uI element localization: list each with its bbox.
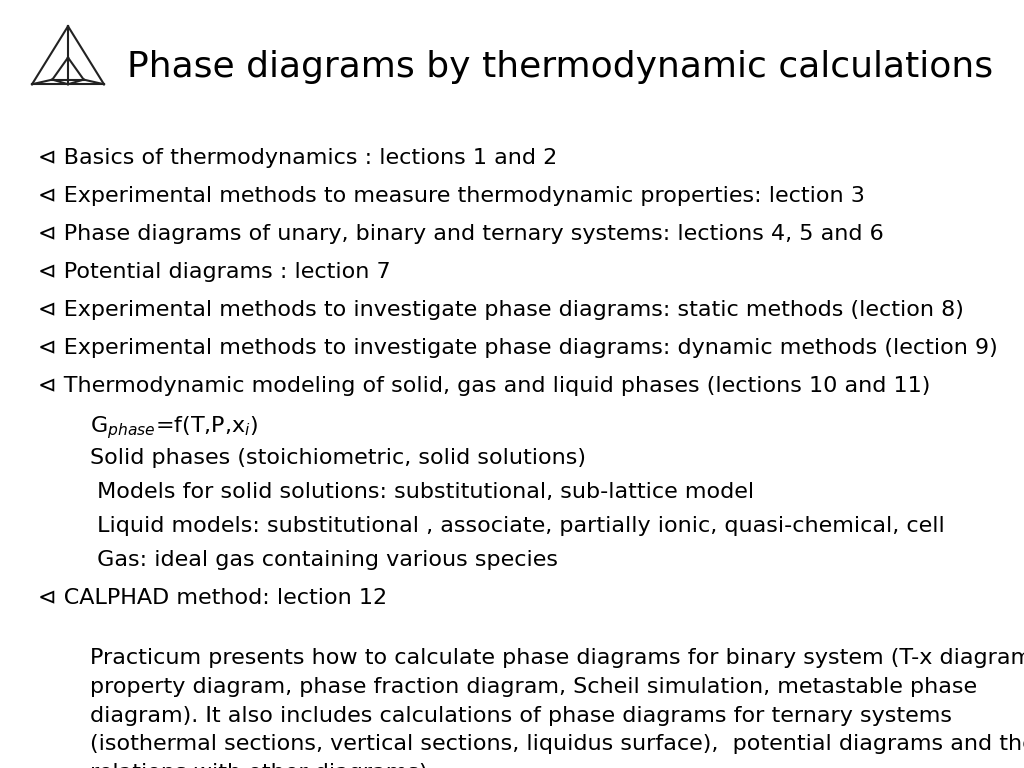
- Text: Models for solid solutions: substitutional, sub-lattice model: Models for solid solutions: substitution…: [90, 482, 754, 502]
- Text: ⊲ Basics of thermodynamics : lections 1 and 2: ⊲ Basics of thermodynamics : lections 1 …: [38, 148, 557, 168]
- Text: ⊲ Thermodynamic modeling of solid, gas and liquid phases (lections 10 and 11): ⊲ Thermodynamic modeling of solid, gas a…: [38, 376, 931, 396]
- Text: Liquid models: substitutional , associate, partially ionic, quasi-chemical, cell: Liquid models: substitutional , associat…: [90, 516, 945, 536]
- Text: ⊲ Experimental methods to investigate phase diagrams: dynamic methods (lection 9: ⊲ Experimental methods to investigate ph…: [38, 338, 997, 358]
- Text: Practicum presents how to calculate phase diagrams for binary system (T-x diagra: Practicum presents how to calculate phas…: [90, 648, 1024, 768]
- Text: ⊲ Potential diagrams : lection 7: ⊲ Potential diagrams : lection 7: [38, 262, 390, 282]
- Text: ⊲ Experimental methods to measure thermodynamic properties: lection 3: ⊲ Experimental methods to measure thermo…: [38, 186, 865, 206]
- Text: ⊲ Phase diagrams of unary, binary and ternary systems: lections 4, 5 and 6: ⊲ Phase diagrams of unary, binary and te…: [38, 224, 884, 244]
- Text: Solid phases (stoichiometric, solid solutions): Solid phases (stoichiometric, solid solu…: [90, 448, 586, 468]
- Text: G$_{phase}$=f(T,P,x$_i$): G$_{phase}$=f(T,P,x$_i$): [90, 414, 258, 441]
- Text: Phase diagrams by thermodynamic calculations: Phase diagrams by thermodynamic calculat…: [127, 50, 993, 84]
- Text: ⊲ Experimental methods to investigate phase diagrams: static methods (lection 8): ⊲ Experimental methods to investigate ph…: [38, 300, 964, 320]
- Text: Gas: ideal gas containing various species: Gas: ideal gas containing various specie…: [90, 550, 558, 570]
- Text: ⊲ CALPHAD method: lection 12: ⊲ CALPHAD method: lection 12: [38, 588, 387, 608]
